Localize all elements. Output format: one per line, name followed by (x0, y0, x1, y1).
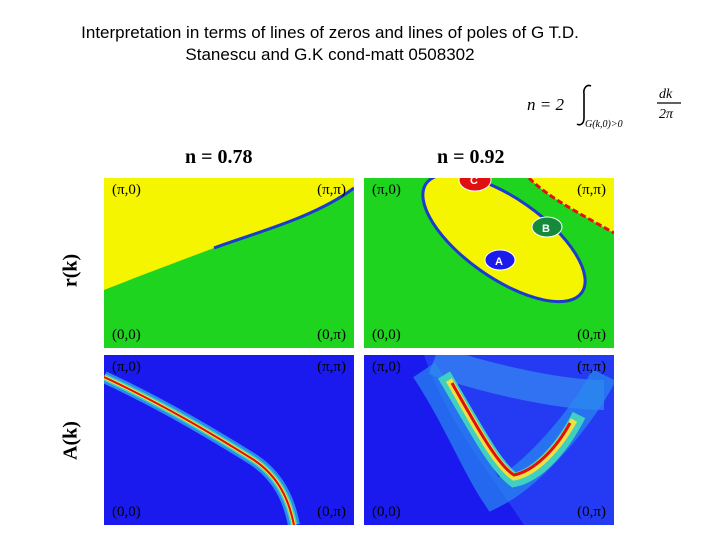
spectral-peak-line (104, 376, 295, 525)
row-label-rk: r(k) (59, 253, 82, 288)
zero-line (213, 186, 354, 250)
panel-rk-n092: A B C (π,0) (π,π) (0,0) (0,π) (364, 178, 614, 348)
panel-rk-n078: (π,0) (π,π) (0,0) (0,π) (104, 178, 354, 348)
corner-top-right: (π,π) (317, 359, 346, 375)
title-line-1: Interpretation in terms of lines of zero… (81, 23, 579, 42)
pole-line (527, 178, 614, 235)
corner-top-left: (π,0) (372, 182, 401, 198)
title-line-2: Stanescu and G.K cond-matt 0508302 (185, 45, 475, 64)
marker-b (531, 216, 563, 238)
formula-numerator: dk (659, 87, 673, 102)
marker-c (458, 178, 492, 192)
row-label-ak: A(k) (59, 421, 82, 460)
corner-top-left: (π,0) (372, 359, 401, 375)
yellow-region (104, 178, 354, 290)
spectral-peak-arc (450, 382, 572, 477)
label-n-078: n = 0.78 (185, 146, 253, 168)
formula-lhs: n = 2 (527, 95, 564, 114)
density-formula: n = 2 G(k,0)>0 dk 2π (525, 80, 695, 130)
pole-line-corner (529, 178, 614, 233)
corner-top-right: (π,π) (577, 359, 606, 375)
corner-bottom-right: (0,π) (317, 504, 346, 520)
corner-bottom-right: (0,π) (317, 327, 346, 343)
marker-a-label: A (495, 256, 503, 268)
corner-bottom-left: (0,0) (372, 504, 401, 520)
corner-top-right: (π,π) (317, 182, 346, 198)
corner-bottom-right: (0,π) (577, 327, 606, 343)
formula-denominator: 2π (659, 107, 674, 122)
label-n-092: n = 0.92 (437, 146, 505, 168)
marker-b-label: B (542, 223, 550, 235)
panel-ak-n078: (π,0) (π,π) (0,0) (0,π) (104, 355, 354, 525)
yellow-pocket (421, 178, 587, 304)
corner-bottom-left: (0,0) (112, 327, 141, 343)
corner-top-left: (π,0) (112, 359, 141, 375)
integral-sign (576, 84, 592, 126)
panel-ak-n092: (π,0) (π,π) (0,0) (0,π) (364, 355, 614, 525)
marker-a (484, 249, 516, 271)
formula-subscript: G(k,0)>0 (585, 119, 623, 130)
slide-title: Interpretation in terms of lines of zero… (0, 22, 660, 66)
corner-bottom-left: (0,0) (372, 327, 401, 343)
marker-c-label: C (470, 178, 478, 187)
corner-top-right: (π,π) (577, 182, 606, 198)
corner-bottom-left: (0,0) (112, 504, 141, 520)
corner-bottom-right: (0,π) (577, 504, 606, 520)
corner-top-left: (π,0) (112, 182, 141, 198)
